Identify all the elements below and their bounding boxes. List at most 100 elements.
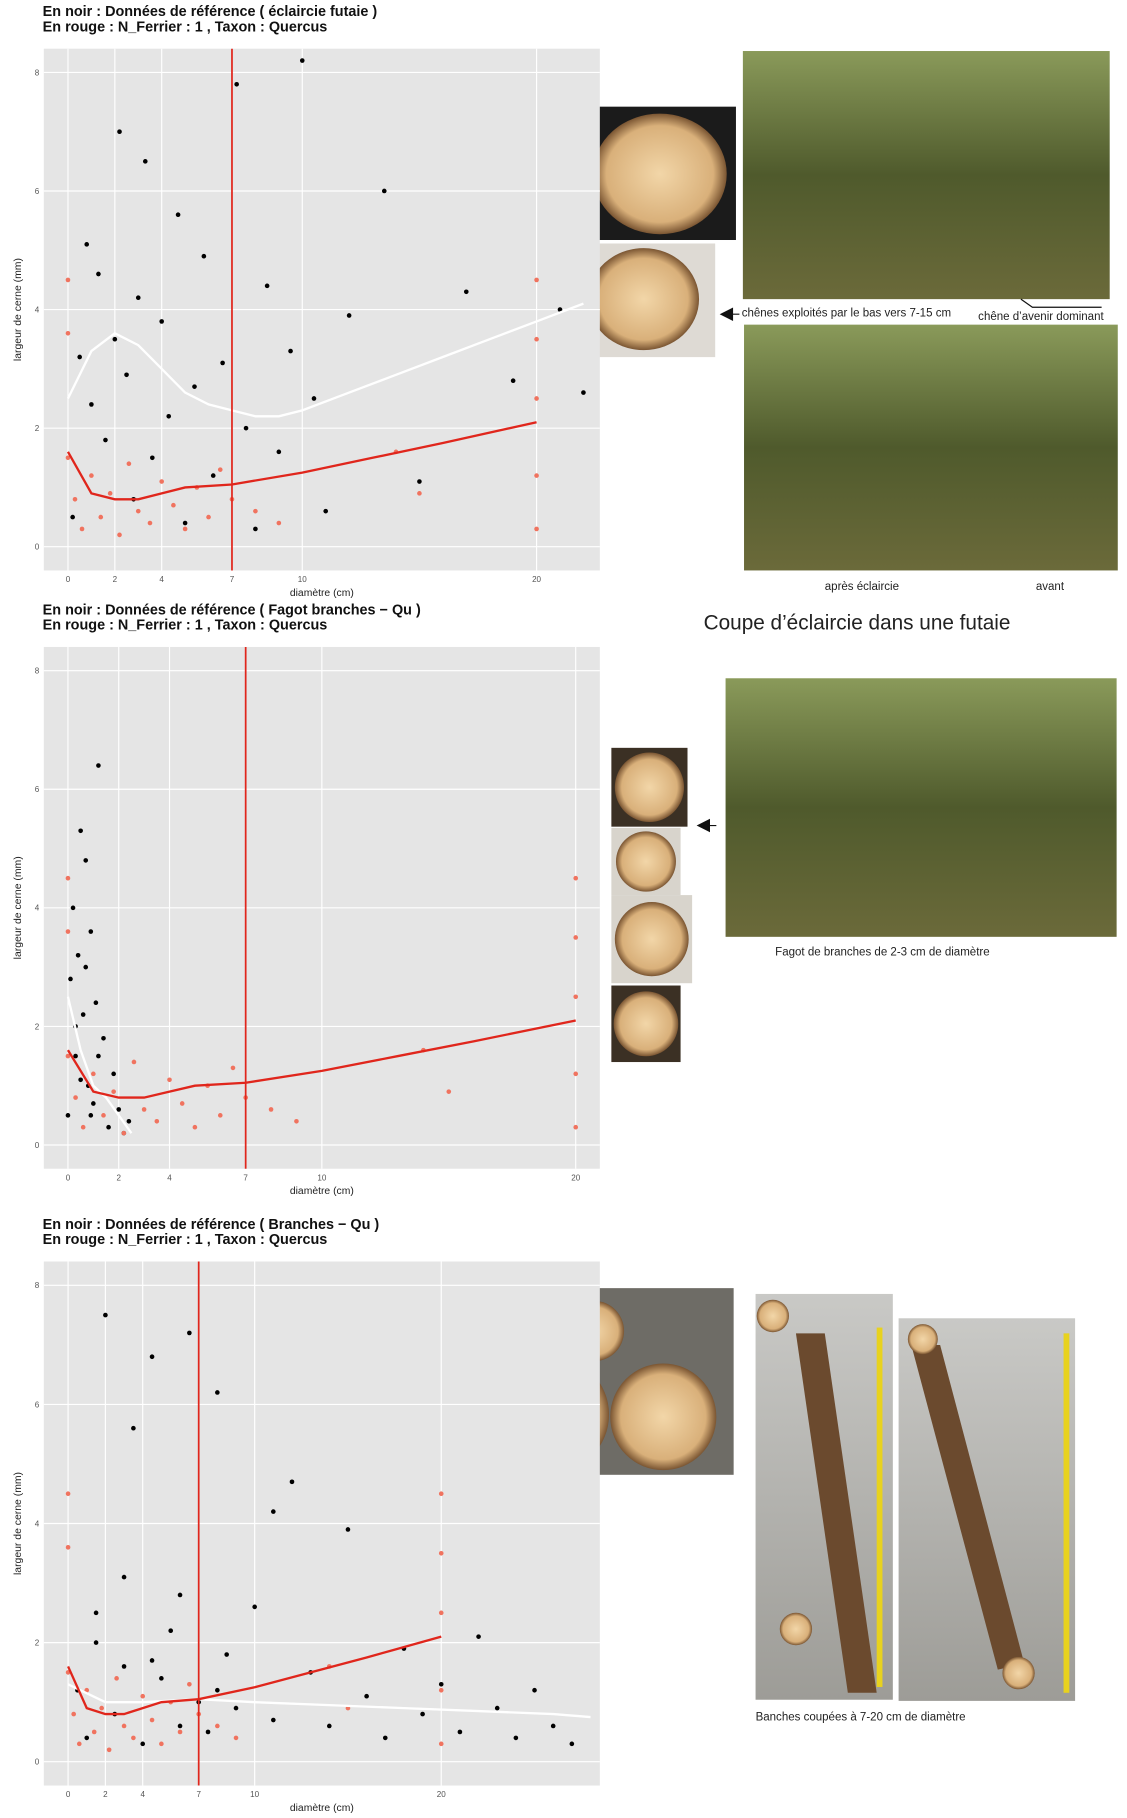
data-point <box>177 1723 183 1729</box>
data-point <box>93 1610 99 1616</box>
data-point <box>224 1652 229 1657</box>
y-axis-label: largeur de cerne (mm) <box>13 258 24 361</box>
y-tick-label: 2 <box>35 1022 40 1031</box>
data-point <box>77 354 82 360</box>
x-tick-label: 0 <box>66 1173 71 1182</box>
data-point <box>532 1687 537 1693</box>
data-point <box>323 508 329 514</box>
data-point <box>159 479 164 484</box>
data-point <box>72 496 78 502</box>
data-point <box>438 1550 444 1556</box>
data-point <box>534 336 539 342</box>
data-point <box>65 277 71 283</box>
x-tick-label: 2 <box>103 1790 108 1799</box>
chart-subtitle: En rouge : N_Ferrier : 1 , Taxon : Querc… <box>43 618 328 634</box>
data-point <box>276 449 282 455</box>
data-point <box>268 1107 274 1112</box>
data-point <box>98 514 104 520</box>
caption: chêne d’avenir dominant <box>978 311 1104 323</box>
smooth-line <box>66 1019 576 1099</box>
data-point <box>187 1330 192 1336</box>
x-tick-label: 0 <box>66 1790 71 1799</box>
x-tick-label: 4 <box>140 1790 145 1799</box>
data-point <box>381 188 387 194</box>
data-point <box>149 1354 155 1360</box>
x-tick-label: 2 <box>116 1173 121 1182</box>
photo-fagot-logs <box>611 747 693 1063</box>
data-point <box>111 1071 116 1077</box>
data-point <box>121 1574 127 1580</box>
data-point <box>101 1113 106 1118</box>
smooth-line <box>66 996 133 1134</box>
data-point <box>111 1089 116 1094</box>
data-point <box>438 1681 444 1687</box>
data-point <box>192 1124 198 1130</box>
data-point <box>142 159 148 164</box>
y-tick-label: 4 <box>35 305 40 314</box>
photo-forest <box>742 51 1110 300</box>
data-point <box>96 763 101 768</box>
data-point <box>233 1735 239 1741</box>
data-point <box>420 1711 425 1717</box>
data-point <box>93 1640 99 1645</box>
data-point <box>65 929 71 934</box>
data-point <box>311 396 317 401</box>
data-point <box>220 360 225 366</box>
data-point <box>83 858 89 863</box>
data-point <box>89 473 94 478</box>
data-point <box>215 1687 220 1693</box>
data-point <box>557 307 563 312</box>
data-point <box>288 348 293 354</box>
smooth-line <box>67 1683 591 1719</box>
y-tick-label: 6 <box>35 1400 40 1409</box>
x-tick-label: 4 <box>167 1173 172 1182</box>
data-point <box>88 1113 94 1118</box>
data-point <box>438 1687 444 1693</box>
data-point <box>78 1077 83 1083</box>
data-point <box>253 526 258 532</box>
data-point <box>96 1053 101 1059</box>
data-point <box>80 1124 86 1130</box>
data-point <box>345 1527 351 1532</box>
x-axis-label: diamètre (cm) <box>290 1186 354 1197</box>
data-point <box>513 1735 519 1741</box>
data-point <box>89 402 94 407</box>
data-point <box>217 467 223 472</box>
data-point <box>457 1729 463 1735</box>
y-tick-label: 6 <box>35 785 40 794</box>
y-tick-label: 4 <box>35 1519 40 1528</box>
data-point <box>149 1658 155 1663</box>
y-tick-label: 0 <box>35 543 40 552</box>
x-tick-label: 20 <box>571 1173 580 1182</box>
data-point <box>550 1723 556 1729</box>
data-point <box>126 1118 132 1124</box>
x-tick-label: 0 <box>66 575 71 584</box>
data-point <box>114 1676 119 1681</box>
data-point <box>93 1000 99 1006</box>
data-point <box>75 952 81 958</box>
y-axis-label: largeur de cerne (mm) <box>13 856 24 959</box>
data-point <box>364 1693 369 1699</box>
data-point <box>201 253 207 259</box>
data-point <box>215 1390 220 1395</box>
data-point <box>121 1723 127 1729</box>
chart-title: En noir : Données de référence ( éclairc… <box>43 4 378 20</box>
data-point <box>121 1130 127 1136</box>
data-point <box>205 1729 211 1735</box>
data-point <box>177 1729 183 1735</box>
photo-forest <box>725 678 1117 937</box>
data-point <box>106 1747 112 1753</box>
y-tick-label: 2 <box>35 424 40 433</box>
data-point <box>210 473 216 478</box>
caption: Banches coupées à 7-20 cm de diamètre <box>756 1712 966 1724</box>
data-point <box>206 514 211 520</box>
data-point <box>182 526 188 532</box>
data-point <box>534 396 539 401</box>
data-point <box>166 413 172 419</box>
y-tick-label: 0 <box>35 1758 40 1767</box>
data-point <box>131 1735 136 1741</box>
data-point <box>140 1693 146 1699</box>
data-point <box>70 905 76 911</box>
data-point <box>73 1095 78 1100</box>
data-point <box>271 1509 276 1514</box>
